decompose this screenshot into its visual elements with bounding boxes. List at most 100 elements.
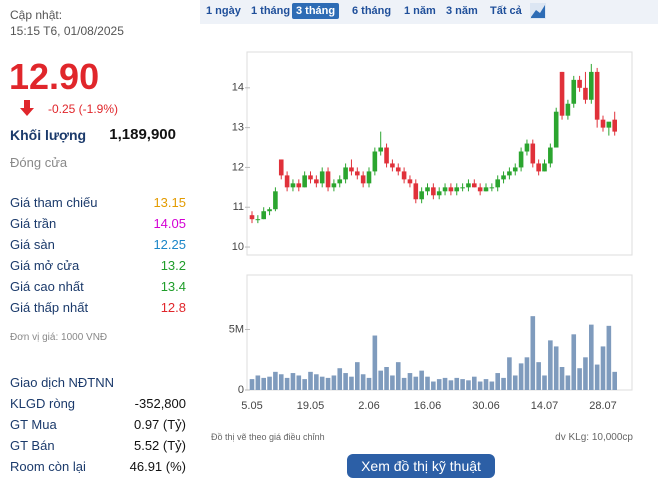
range-tab[interactable]: Tất cả — [490, 5, 522, 17]
volume-bar — [565, 375, 571, 390]
volume-bar — [460, 379, 465, 390]
candle-body — [349, 167, 354, 172]
volume-bar — [331, 375, 337, 390]
candle-body — [249, 215, 255, 220]
stat-label: Giá cao nhất — [10, 279, 84, 294]
volume-bar — [278, 374, 284, 390]
candle-body — [255, 219, 261, 221]
candle-body — [577, 79, 582, 88]
volume-bar — [518, 363, 524, 390]
candle-body — [454, 187, 460, 192]
stat-value: 13.4 — [160, 279, 186, 294]
candle-body — [372, 151, 378, 172]
y-tick-label: 0 — [238, 384, 244, 396]
volume-bar — [290, 373, 296, 390]
volume-bar — [489, 381, 495, 390]
volume-bar — [548, 340, 553, 390]
candle-body — [518, 151, 524, 168]
candle-body — [325, 171, 331, 188]
volume-bar — [419, 370, 424, 390]
tab-bar: 1 ngày 1 tháng 3 tháng 6 tháng 1 năm 3 năm Tất… — [200, 0, 658, 24]
candle-body — [366, 171, 372, 184]
down-arrow — [20, 100, 34, 116]
stat-value: 12.25 — [153, 237, 186, 252]
volume-bar — [448, 380, 454, 390]
volume-bar — [378, 370, 383, 390]
candle-body — [594, 71, 600, 120]
volume-bar — [296, 375, 302, 390]
range-tab[interactable]: 6 tháng — [352, 5, 392, 17]
unit-note: Đơn vị giá: 1000 VNĐ — [10, 332, 108, 343]
volume-bar — [413, 376, 419, 390]
candle-body — [278, 159, 284, 176]
volume-bar — [355, 362, 360, 390]
stat-value: 12.8 — [160, 300, 186, 315]
chart-icon[interactable] — [530, 3, 546, 19]
volume-bar — [431, 381, 436, 390]
volume-bar — [255, 375, 261, 390]
range-tab[interactable]: 1 ngày — [206, 5, 241, 17]
stat-label: Giá sàn — [10, 237, 55, 252]
price: 12.90 — [9, 56, 100, 97]
y-tick-label: 5M — [229, 323, 244, 335]
range-tab[interactable]: 1 năm — [404, 5, 436, 17]
candle-body — [436, 191, 442, 196]
candle-body — [542, 163, 547, 172]
volume-bar — [273, 371, 278, 390]
technical-chart-button[interactable]: Xem đồ thị kỹ thuật — [347, 454, 495, 478]
volume-bar — [343, 373, 348, 390]
candle-body — [355, 171, 360, 176]
volume-bar — [261, 377, 266, 390]
volume-bar — [612, 371, 617, 390]
candle-body — [261, 211, 266, 220]
volume-bar — [390, 375, 395, 390]
x-tick-label: 14.07 — [531, 400, 559, 412]
volume-unit: dv KLg: 10,000cp — [555, 432, 633, 443]
volume-bar — [302, 379, 307, 390]
volume-bar — [384, 367, 389, 390]
candle-body — [284, 175, 290, 188]
candle-body — [606, 121, 612, 128]
volume-bar — [483, 379, 489, 390]
x-tick-label: 2.06 — [358, 400, 379, 412]
volume-bar — [319, 376, 325, 390]
candle-body — [401, 171, 407, 180]
foreign-label: GT Bán — [10, 438, 55, 453]
range-tab[interactable]: 1 tháng — [251, 5, 291, 17]
candle-body — [384, 147, 389, 164]
volume-label: Khối lượng — [10, 127, 87, 143]
volume-bar — [583, 357, 588, 390]
range-tab[interactable]: 3 tháng — [292, 3, 340, 19]
volume-bar — [466, 380, 471, 390]
stat-value: 13.15 — [153, 195, 186, 210]
y-tick-label: 14 — [232, 82, 244, 94]
volume-bar — [542, 375, 547, 390]
volume-bar — [366, 377, 372, 390]
candle-body — [395, 167, 401, 172]
updated-time: 15:15 T6, 01/08/2025 — [10, 24, 124, 38]
volume-bar — [589, 324, 594, 390]
x-tick-label: 5.05 — [241, 400, 262, 412]
range-tab[interactable]: 3 năm — [446, 5, 478, 17]
candle-body — [507, 171, 512, 176]
stat-value: 13.2 — [160, 258, 186, 273]
candle-body — [378, 147, 383, 152]
candle-body — [413, 183, 419, 200]
volume-bar — [284, 377, 290, 390]
candle-body — [483, 187, 489, 192]
candle-body — [559, 71, 565, 116]
volume-bar — [507, 357, 512, 390]
volume-bar — [267, 376, 272, 390]
candle-body — [314, 179, 319, 184]
volume-bar — [325, 377, 331, 390]
foreign-value: -352,800 — [134, 396, 186, 411]
updated-label: Cập nhật: — [10, 8, 63, 22]
stat-label: Giá thấp nhất — [10, 300, 89, 315]
candle-body — [360, 175, 366, 184]
foreign-value: 46.91 (%) — [129, 459, 186, 474]
panel-frame — [246, 51, 633, 256]
stat-label: Giá mở cửa — [10, 258, 80, 273]
volume-bar — [553, 346, 559, 390]
candle-body — [296, 183, 302, 188]
